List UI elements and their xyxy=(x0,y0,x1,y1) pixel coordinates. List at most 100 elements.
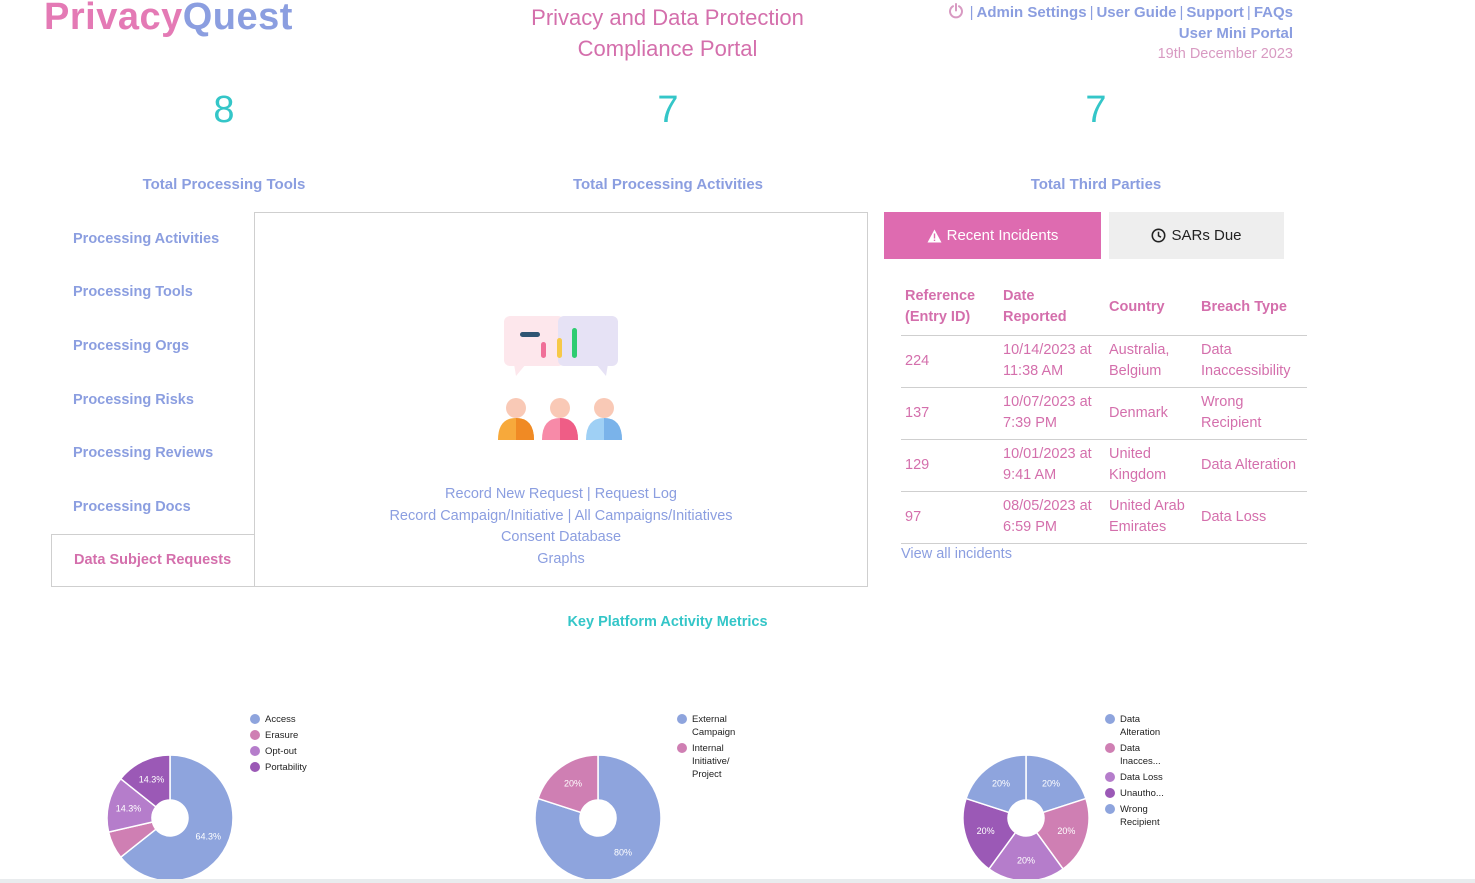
legend-swatch xyxy=(1105,788,1115,798)
legend-swatch xyxy=(677,743,687,753)
logo-part-2: Quest xyxy=(182,0,293,38)
slice-label: 64.3% xyxy=(196,831,222,841)
link-separator: | xyxy=(586,486,591,502)
breach-type-legend: Data Alteration Data Inacces... Data Loss Una… xyxy=(1105,713,1185,832)
pie-slice-0[interactable] xyxy=(534,754,662,879)
nav-separator: | xyxy=(1246,4,1251,21)
col-header-breach-type[interactable]: Breach Type xyxy=(1197,280,1307,336)
pie-slice-0[interactable] xyxy=(1025,754,1087,814)
table-row[interactable]: 137 10/07/2023 at 7:39 PM Denmark Wrong Re… xyxy=(901,387,1307,440)
col-header-date[interactable]: Date Reported xyxy=(999,280,1105,336)
slice-label: 20% xyxy=(1042,779,1060,789)
legend-item[interactable]: Erasure xyxy=(250,729,330,742)
legend-label: Portability xyxy=(265,762,307,773)
current-date: 19th December 2023 xyxy=(1157,46,1293,62)
legend-label: Wrong Recipient xyxy=(1120,804,1160,828)
tab-processing-docs[interactable]: Processing Docs xyxy=(73,498,191,515)
consent-database-link[interactable]: Consent Database xyxy=(500,529,622,545)
tab-processing-activities[interactable]: Processing Activities xyxy=(73,230,220,247)
tab-recent-incidents[interactable]: Recent Incidents xyxy=(884,212,1101,259)
stat-processing-tools: 8 Total Processing Tools xyxy=(74,90,374,193)
campaign-type-pie-chart[interactable]: 80% 20% xyxy=(528,748,668,879)
table-row[interactable]: 97 08/05/2023 at 6:59 PM United Arab Emira… xyxy=(901,491,1307,544)
legend-label: External Campaign xyxy=(692,714,736,738)
slice-label: 20% xyxy=(564,779,582,789)
tab-data-subject-requests[interactable]: Data Subject Requests xyxy=(51,533,255,588)
page-title-line-2: Compliance Portal xyxy=(577,36,758,61)
legend-item[interactable]: Portability xyxy=(250,761,330,774)
breach-type-pie-chart[interactable]: 20% 20% 20% 20% 20% xyxy=(956,748,1096,879)
pie-slice-3[interactable] xyxy=(962,797,1017,871)
legend-label: Erasure xyxy=(265,730,299,741)
legend-swatch xyxy=(1105,804,1115,814)
cell-reference: 137 xyxy=(901,387,999,440)
legend-item[interactable]: Opt-out xyxy=(250,745,330,758)
slice-label: 20% xyxy=(1057,826,1075,836)
legend-label: Opt-out xyxy=(265,746,297,757)
table-row[interactable]: 129 10/01/2023 at 9:41 AM United Kingdom D… xyxy=(901,439,1307,492)
logo[interactable]: PrivacyQuest xyxy=(44,0,293,39)
legend-item[interactable]: Data Loss xyxy=(1105,771,1185,784)
cell-date: 08/05/2023 at 6:59 PM xyxy=(999,491,1105,544)
faqs-link[interactable]: FAQs xyxy=(1253,4,1293,21)
stat-third-parties: 7 Total Third Parties xyxy=(946,90,1246,193)
tab-sars-due[interactable]: SARs Due xyxy=(1109,212,1284,259)
campaign-type-legend: External Campaign Internal Initiative/Proje… xyxy=(677,713,757,784)
legend-swatch xyxy=(1105,714,1115,724)
legend-swatch xyxy=(1105,743,1115,753)
graphs-link[interactable]: Graphs xyxy=(537,550,585,567)
legend-label: Data Alteration xyxy=(1120,714,1161,738)
stat-label: Total Processing Activities xyxy=(572,176,764,193)
legend-item[interactable]: Unautho... xyxy=(1105,787,1185,800)
support-link[interactable]: Support xyxy=(1186,4,1244,21)
legend-item[interactable]: Wrong Recipient xyxy=(1105,803,1185,829)
col-header-reference[interactable]: Reference (Entry ID) xyxy=(901,280,999,336)
tab-processing-reviews[interactable]: Processing Reviews xyxy=(73,445,214,462)
user-guide-link[interactable]: User Guide xyxy=(1096,4,1177,21)
team-chat-illustration xyxy=(498,316,622,440)
legend-item[interactable]: Data Alteration xyxy=(1105,713,1185,739)
request-log-link[interactable]: Request Log xyxy=(594,486,677,502)
request-type-pie-chart[interactable]: 64.3% 14.3% 14.3% xyxy=(100,748,240,879)
cell-breach-type: Data Inaccessibility xyxy=(1197,335,1307,388)
stat-processing-activities: 7 Total Processing Activities xyxy=(518,90,818,193)
tab-processing-tools[interactable]: Processing Tools xyxy=(73,284,193,301)
pie-slice-3[interactable] xyxy=(119,754,171,808)
pie-slice-1[interactable] xyxy=(537,754,599,814)
stat-value: 7 xyxy=(1085,89,1107,131)
cell-country: Australia, Belgium xyxy=(1105,335,1197,388)
tab-processing-risks[interactable]: Processing Risks xyxy=(73,391,194,408)
nav-separator: | xyxy=(1179,4,1184,21)
page-title-line-1: Privacy and Data Protection xyxy=(531,5,804,30)
all-campaigns-link[interactable]: All Campaigns/Initiatives xyxy=(574,507,733,524)
legend-label: Unautho... xyxy=(1120,788,1164,799)
sidebar-tabs: Processing Activities Processing Tools P… xyxy=(51,212,255,588)
record-campaign-link[interactable]: Record Campaign/Initiative xyxy=(389,507,564,524)
legend-swatch xyxy=(250,730,260,740)
pie-slice-4[interactable] xyxy=(965,754,1027,814)
legend-item[interactable]: Access xyxy=(250,713,330,726)
admin-settings-link[interactable]: Admin Settings xyxy=(976,4,1087,21)
clock-icon xyxy=(1151,228,1166,243)
legend-swatch xyxy=(250,714,260,724)
cell-breach-type: Data Alteration xyxy=(1197,439,1307,492)
nav-separator: | xyxy=(969,4,974,21)
cell-date: 10/01/2023 at 9:41 AM xyxy=(999,439,1105,492)
logo-part-1: Privacy xyxy=(44,0,183,38)
pie-slice-0[interactable] xyxy=(119,754,234,879)
legend-item[interactable]: Data Inacces... xyxy=(1105,742,1185,768)
legend-item[interactable]: External Campaign xyxy=(677,713,757,739)
stat-label: Total Processing Tools xyxy=(142,176,306,193)
view-all-incidents-link[interactable]: View all incidents xyxy=(901,546,1012,562)
col-header-country[interactable]: Country xyxy=(1105,280,1197,336)
record-new-request-link[interactable]: Record New Request xyxy=(445,486,583,502)
cell-country: United Arab Emirates xyxy=(1105,491,1197,544)
tab-sars-due-label: SARs Due xyxy=(1171,227,1242,244)
legend-item[interactable]: Internal Initiative/Project xyxy=(677,742,757,781)
table-row[interactable]: 224 10/14/2023 at 11:38 AM Australia, Belg… xyxy=(901,335,1307,388)
user-mini-portal-link[interactable]: User Mini Portal xyxy=(1178,25,1293,42)
pie-slice-1[interactable] xyxy=(1035,797,1090,871)
tab-processing-orgs[interactable]: Processing Orgs xyxy=(73,337,190,354)
power-icon[interactable] xyxy=(948,3,964,19)
top-nav-links: | Admin Settings | User Guide | Support | FAQs xyxy=(948,2,1293,23)
